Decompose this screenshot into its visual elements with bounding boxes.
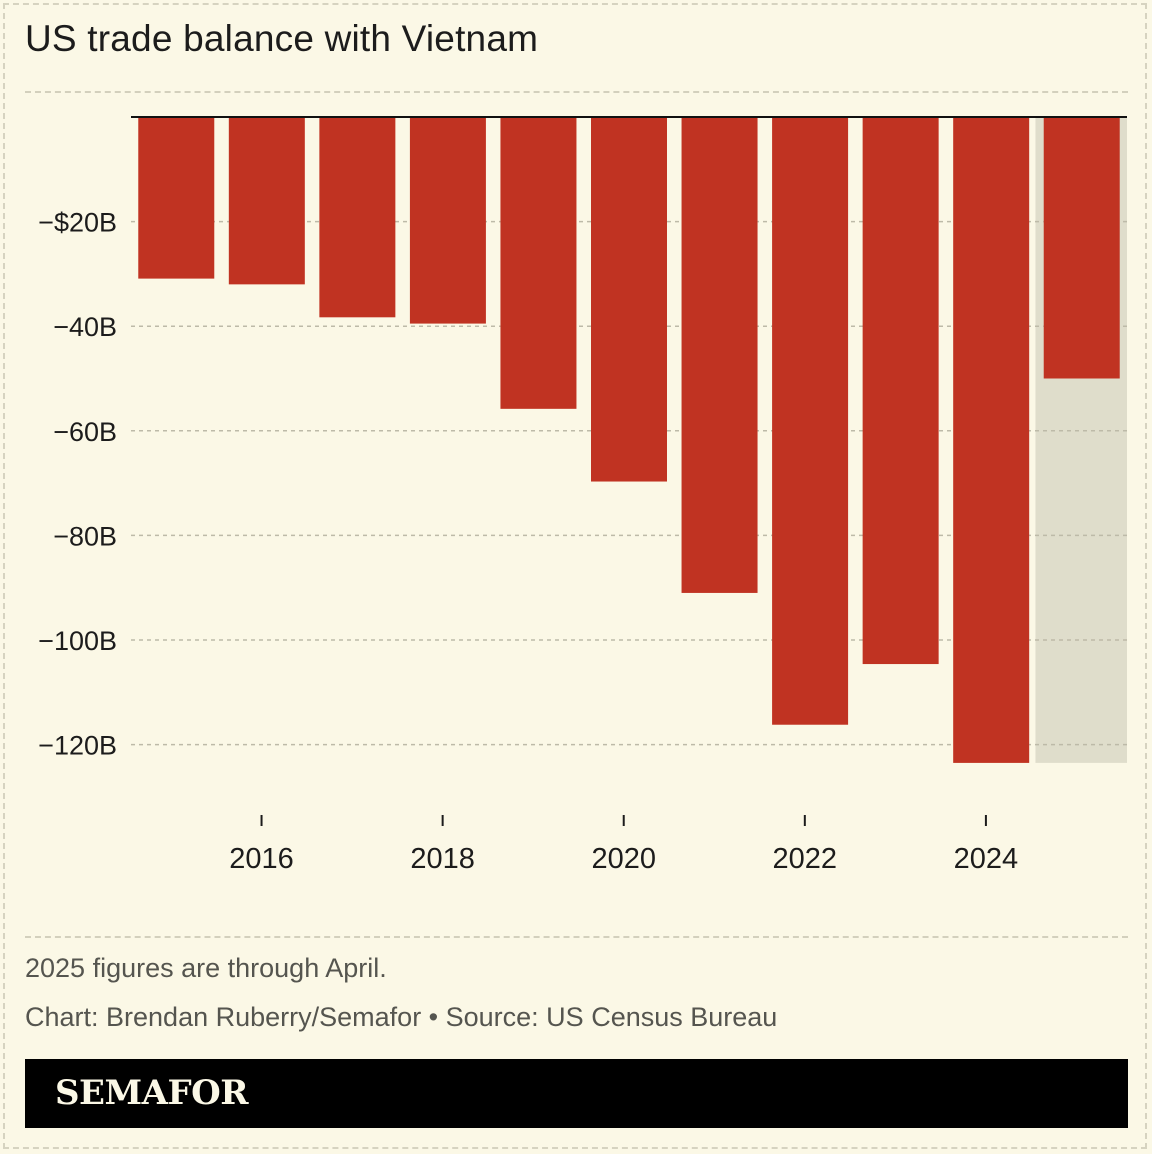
semafor-logo: SEMAFOR — [55, 1073, 249, 1113]
y-tick-label: −120B — [38, 731, 117, 761]
brand-footer: SEMAFOR — [25, 1059, 1128, 1128]
bar-chart: −$20B −40B −60B −80B −100B −120B 2016 2018 2020 2… — [38, 116, 1127, 875]
bar-2025 — [1043, 117, 1120, 379]
title-divider — [25, 91, 1128, 93]
bar-2021 — [681, 117, 758, 593]
bar-2023 — [862, 117, 939, 665]
bar-2016 — [228, 117, 305, 285]
bar-2020 — [591, 117, 667, 482]
y-tick-label: −60B — [53, 417, 117, 447]
x-tick-label: 2022 — [773, 843, 838, 875]
x-tick-label: 2018 — [410, 843, 475, 875]
chart-title: US trade balance with Vietnam — [25, 18, 539, 59]
x-tick-label: 2020 — [591, 843, 656, 875]
bar-2017 — [319, 117, 396, 318]
bar-2019 — [500, 117, 577, 409]
bar-2024 — [953, 117, 1030, 763]
bar-2022 — [772, 117, 849, 725]
y-tick-label: −40B — [53, 312, 117, 342]
x-tick-label: 2016 — [229, 843, 294, 875]
y-tick-label: −$20B — [38, 208, 117, 238]
x-tick-label: 2024 — [954, 843, 1019, 875]
y-tick-label: −80B — [53, 521, 117, 551]
chart-credit: Chart: Brendan Ruberry/Semafor • Source:… — [25, 1002, 778, 1032]
y-tick-label: −100B — [38, 626, 117, 656]
chart-frame — [3, 3, 1147, 1149]
bar-2018 — [409, 117, 486, 324]
chart-note: 2025 figures are through April. — [25, 953, 387, 983]
bar-2015 — [138, 117, 215, 279]
notes-divider — [25, 936, 1128, 938]
